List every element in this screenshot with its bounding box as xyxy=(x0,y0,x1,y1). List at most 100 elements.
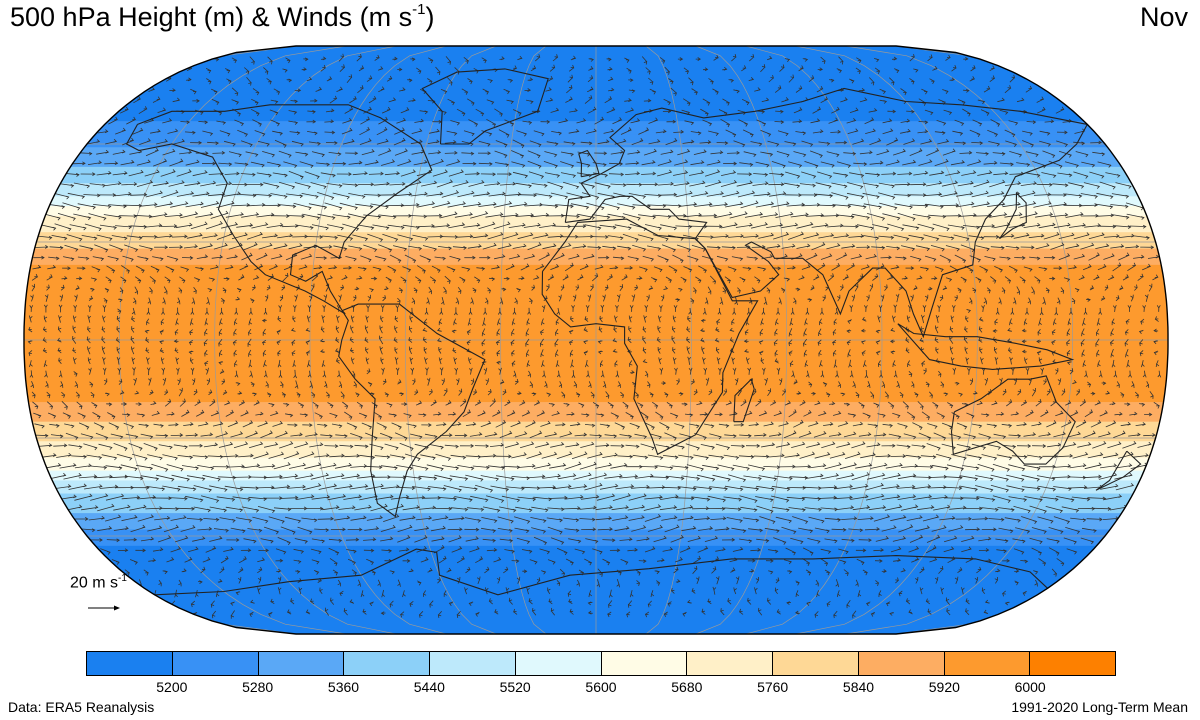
wind-arrow xyxy=(447,77,453,83)
wind-arrow-head xyxy=(551,64,556,69)
wind-arrow xyxy=(625,162,639,165)
wind-arrow-head xyxy=(411,57,416,62)
wind-arrow-head xyxy=(736,89,740,94)
wind-arrow xyxy=(104,162,118,165)
wind-arrow xyxy=(799,183,816,186)
wind-arrow-head xyxy=(697,131,702,136)
wind-arrow-head xyxy=(724,141,729,146)
wind-arrow-head xyxy=(274,111,279,116)
wind-arrow-head xyxy=(715,91,719,95)
wind-arrow xyxy=(775,110,784,112)
wind-arrow-head xyxy=(480,113,485,117)
wind-arrow xyxy=(307,236,323,238)
wind-arrow-head xyxy=(570,152,574,157)
wind-arrow-head xyxy=(603,163,607,167)
wind-arrow-head xyxy=(375,159,379,164)
wind-arrow-head xyxy=(750,53,755,58)
wind-arrow xyxy=(648,77,654,83)
wind-arrow-head xyxy=(334,141,338,145)
wind-arrow xyxy=(206,78,212,82)
wind-arrow-head xyxy=(959,131,964,136)
wind-arrow xyxy=(87,162,102,165)
wind-arrow xyxy=(712,88,719,93)
wind-arrow-head xyxy=(610,87,615,92)
wind-arrow xyxy=(464,173,480,175)
wind-arrow-head xyxy=(610,128,615,133)
wind-arrow-head xyxy=(830,164,835,168)
wind-arrow-head xyxy=(226,132,231,137)
wind-arrow xyxy=(285,57,291,61)
wind-arrow xyxy=(610,151,624,155)
wind-arrow-head xyxy=(1011,133,1016,138)
wind-arrow xyxy=(349,98,357,104)
wind-arrow xyxy=(348,162,362,165)
wind-arrow xyxy=(710,152,723,155)
wind-arrow xyxy=(833,172,848,176)
wind-arrow-head xyxy=(654,182,659,187)
wind-arrow xyxy=(240,173,256,175)
wind-arrow-head xyxy=(768,55,773,60)
wind-arrow xyxy=(774,121,784,123)
wind-arrow xyxy=(445,56,451,62)
wind-arrow xyxy=(788,77,794,83)
wind-arrow xyxy=(324,131,335,133)
wind-arrow-head xyxy=(332,173,336,178)
wind-arrow-head xyxy=(935,147,940,152)
wind-arrow-head xyxy=(732,133,737,138)
wind-arrow xyxy=(558,370,560,375)
wind-arrow-head xyxy=(401,137,406,142)
wind-arrow-head xyxy=(130,137,135,142)
wind-arrow-head xyxy=(284,173,288,178)
wind-arrow-head xyxy=(680,129,685,134)
wind-arrow-head xyxy=(317,141,321,146)
wind-arrow-head xyxy=(1100,175,1105,179)
wind-arrow-head xyxy=(843,184,848,189)
wind-arrow-head xyxy=(436,128,440,133)
wind-arrow-head xyxy=(625,59,630,63)
wind-arrow xyxy=(971,142,983,144)
wind-arrow-head xyxy=(1116,174,1121,178)
wind-arrow xyxy=(133,98,141,104)
wind-arrow-head xyxy=(792,142,797,147)
wind-arrow xyxy=(468,119,478,125)
wind-arrow-head xyxy=(456,121,461,126)
wind-arrow-head xyxy=(586,163,591,168)
wind-arrow xyxy=(481,57,487,61)
wind-arrow xyxy=(338,56,344,62)
wind-arrow-head xyxy=(465,180,469,184)
wind-arrow-head xyxy=(228,181,233,186)
wind-arrow-head xyxy=(702,149,707,153)
wind-arrow-head xyxy=(666,71,670,75)
wind-arrow-head xyxy=(261,133,266,137)
wind-arrow-head xyxy=(592,106,597,110)
wind-arrow xyxy=(428,152,441,155)
wind-arrow xyxy=(212,152,225,154)
wind-arrow-head xyxy=(1029,132,1033,136)
wind-arrow-head xyxy=(520,154,525,159)
wind-arrow-head xyxy=(716,159,721,164)
wind-arrow xyxy=(716,142,728,144)
wind-arrow-head xyxy=(360,65,365,69)
wind-arrow-head xyxy=(244,162,249,167)
wind-arrow-head xyxy=(548,87,552,91)
wind-arrow xyxy=(881,173,896,175)
wind-arrow-head xyxy=(222,121,227,125)
wind-arrow xyxy=(831,182,847,187)
wind-arrow xyxy=(494,108,503,115)
wind-arrow-head xyxy=(501,56,505,61)
wind-arrow-head xyxy=(765,163,770,168)
wind-arrow-head xyxy=(297,88,302,93)
wind-arrow-head xyxy=(662,129,667,134)
wind-arrow-head xyxy=(733,180,738,184)
wind-arrow xyxy=(1025,172,1040,176)
wind-arrow-head xyxy=(1081,128,1086,133)
wind-arrow-head xyxy=(1064,143,1069,148)
wind-arrow xyxy=(682,98,691,104)
wind-arrow xyxy=(329,98,337,104)
wind-arrow xyxy=(820,98,828,104)
wind-arrow-head xyxy=(635,161,640,165)
wind-arrow-head xyxy=(1004,171,1009,176)
wind-arrow-head xyxy=(510,123,515,127)
wind-arrow-head xyxy=(785,97,789,101)
wind-arrow-head xyxy=(556,174,561,178)
